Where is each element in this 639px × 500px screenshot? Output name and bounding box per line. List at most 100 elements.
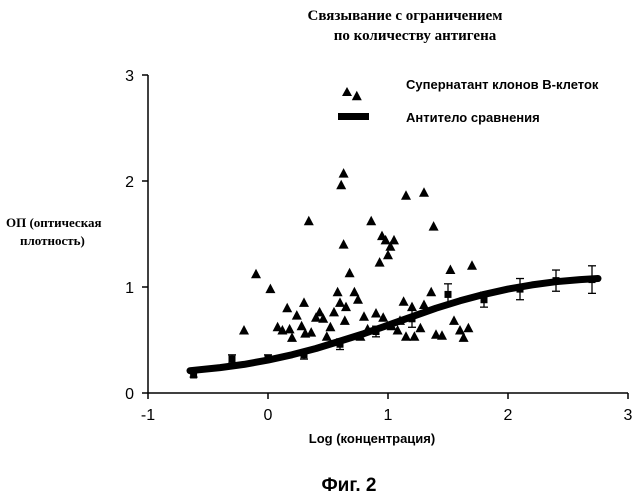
supernatant-triangle-marker <box>398 296 409 306</box>
chart-title-line-1: Связывание с ограничением <box>307 8 502 24</box>
supernatant-triangle-marker <box>355 331 366 341</box>
supernatant-triangle-marker <box>437 330 447 340</box>
supernatant-triangle-marker <box>251 268 261 279</box>
reference-square-marker <box>444 290 452 298</box>
supernatant-triangle-marker <box>385 241 396 251</box>
figure-caption: Фиг. 2 <box>321 475 376 496</box>
reference-point <box>336 338 344 351</box>
y-axis-ticks: 0 1 2 3 <box>125 68 148 403</box>
x-tick-label: 2 <box>504 407 513 424</box>
supernatant-triangle-marker <box>353 294 363 304</box>
supernatant-triangle-marker <box>314 306 325 317</box>
reference-square-marker <box>516 285 524 293</box>
supernatant-triangle-marker <box>415 322 426 333</box>
supernatant-triangle-marker <box>329 306 339 317</box>
supernatant-triangle-marker <box>362 323 373 334</box>
supernatant-triangle-marker <box>431 329 441 339</box>
y-axis-label: ОП (оптическая плотность) <box>6 215 102 248</box>
reference-square-marker <box>336 340 344 348</box>
reference-point <box>444 283 452 306</box>
chart-title: Связывание с ограничением по количеству … <box>307 8 502 44</box>
supernatant-triangle-marker <box>409 331 420 341</box>
supernatant-triangle-marker <box>344 267 355 278</box>
reference-square-marker <box>300 351 308 359</box>
supernatant-triangle-marker <box>449 315 459 325</box>
supernatant-triangle-marker <box>335 297 345 307</box>
supernatant-triangle-marker <box>325 321 336 332</box>
legend: Супернатант клонов В-клеток Антитело сра… <box>338 77 599 125</box>
supernatant-triangle-marker <box>332 286 343 297</box>
supernatant-triangle-marker <box>351 90 362 101</box>
supernatant-triangle-marker <box>419 187 429 197</box>
x-tick-label: 3 <box>624 407 633 424</box>
reference-fit-curve <box>186 275 602 375</box>
supernatant-triangle-marker <box>338 168 349 178</box>
supernatant-triangle-marker <box>401 331 411 341</box>
y-tick-label: 2 <box>125 174 134 191</box>
supernatant-triangle-marker <box>265 283 276 294</box>
supernatant-triangle-marker <box>318 313 329 323</box>
supernatant-triangle-marker <box>277 325 288 335</box>
supernatant-triangle-marker <box>287 332 297 342</box>
reference-point <box>372 325 380 338</box>
reference-square-marker <box>408 315 416 323</box>
supernatant-triangle-marker <box>380 234 391 245</box>
x-tick-label: 1 <box>384 407 393 424</box>
supernatant-triangle-marker <box>426 286 437 297</box>
y-tick-label: 3 <box>125 68 134 85</box>
chart-title-line-2: по количеству антигена <box>334 28 497 44</box>
supernatant-triangle-marker <box>383 249 393 260</box>
supernatant-triangle-marker <box>407 301 417 312</box>
supernatant-triangle-marker <box>374 257 385 267</box>
reference-fit-line <box>186 275 602 375</box>
supernatant-triangle-marker <box>284 323 295 334</box>
supernatant-triangle-marker <box>291 310 302 320</box>
supernatant-triangle-marker <box>401 190 411 200</box>
reference-point <box>552 269 560 292</box>
supernatant-triangle-marker <box>392 325 403 335</box>
reference-point <box>480 291 488 308</box>
y-axis-label-line-1: ОП (оптическая <box>6 215 102 230</box>
supernatant-triangle-marker <box>311 312 321 322</box>
reference-point <box>264 354 272 362</box>
supernatant-triangle-marker <box>341 301 351 312</box>
supernatant-triangle-marker <box>339 315 350 325</box>
supernatant-triangle-marker <box>419 299 429 309</box>
supernatant-triangle-marker <box>366 215 377 226</box>
supernatant-points <box>239 90 477 342</box>
reference-square-marker <box>552 277 560 285</box>
legend-line-marker <box>338 113 369 120</box>
legend-triangle-marker <box>342 87 352 96</box>
reference-point <box>228 354 236 364</box>
reference-point <box>189 371 198 379</box>
supernatant-triangle-marker <box>338 239 349 249</box>
supernatant-triangle-marker <box>299 297 309 307</box>
supernatant-triangle-marker <box>296 320 307 331</box>
reference-point <box>588 265 596 295</box>
supernatant-triangle-marker <box>458 332 469 342</box>
supernatant-triangle-marker <box>272 321 283 332</box>
supernatant-triangle-marker <box>239 325 249 335</box>
y-axis-label-line-2: плотность) <box>20 233 85 248</box>
supernatant-triangle-marker <box>467 260 477 270</box>
reference-square-marker <box>372 328 380 336</box>
supernatant-triangle-marker <box>349 286 360 297</box>
supernatant-triangle-marker <box>306 327 317 337</box>
supernatant-triangle-marker <box>445 264 456 274</box>
x-axis-label: Log (концентрация) <box>309 431 435 446</box>
supernatant-triangle-marker <box>321 331 332 341</box>
legend-label-supernatant: Супернатант клонов В-клеток <box>406 77 599 92</box>
reference-antibody-points <box>189 265 596 379</box>
supernatant-triangle-marker <box>371 308 381 318</box>
supernatant-triangle-marker <box>359 311 369 321</box>
reference-square-marker <box>588 276 596 284</box>
reference-point <box>516 277 524 301</box>
reference-square-marker <box>190 371 198 379</box>
supernatant-triangle-marker <box>455 325 465 335</box>
supernatant-triangle-marker <box>395 315 405 325</box>
y-tick-label: 0 <box>125 386 134 403</box>
reference-square-marker <box>480 296 488 304</box>
x-axis-ticks: -1 0 1 2 3 <box>141 393 633 424</box>
reference-point <box>300 349 308 360</box>
